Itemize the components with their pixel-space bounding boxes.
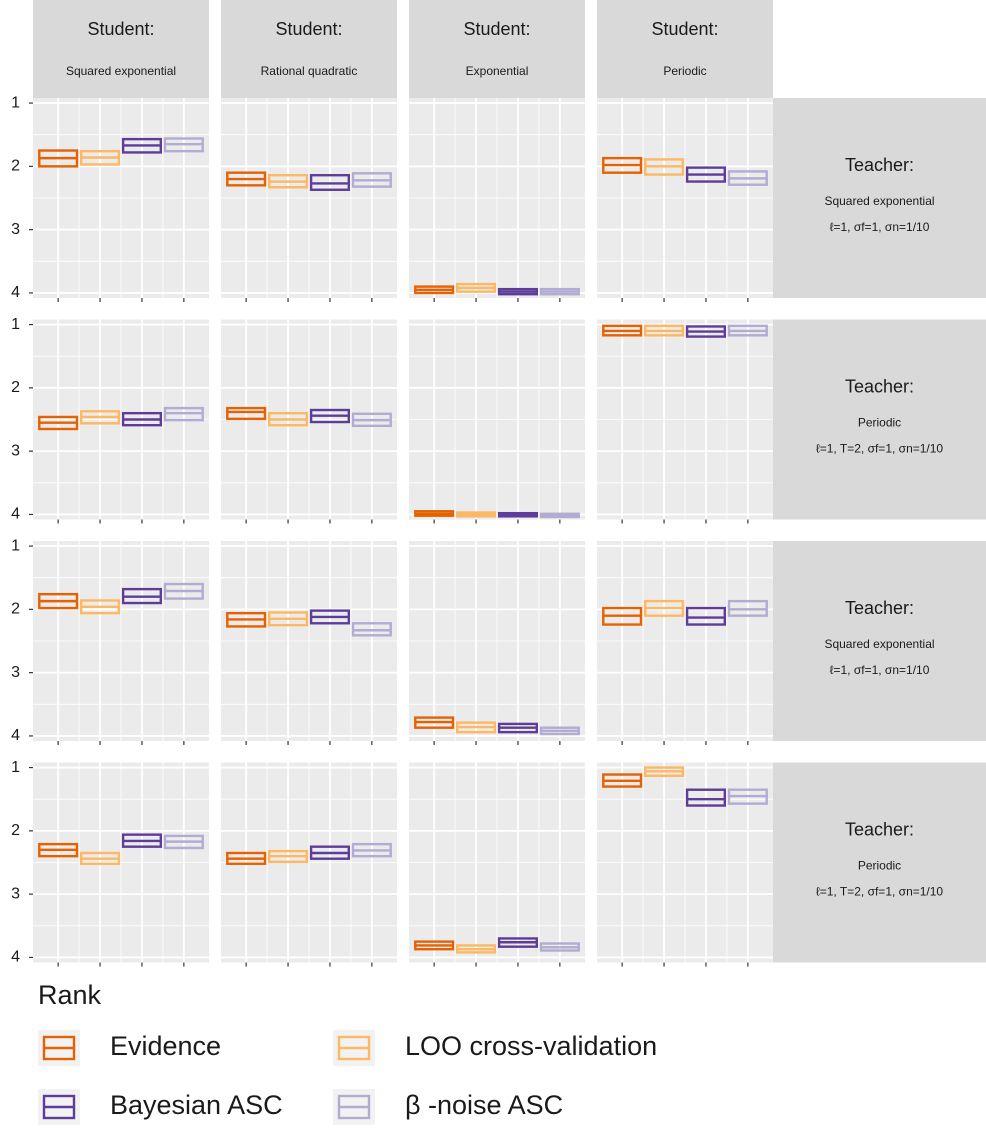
row-strip <box>773 541 986 741</box>
column-strip-title: Student: <box>651 19 718 39</box>
legend-label: Evidence <box>110 1031 221 1061</box>
y-tick-label: 3 <box>11 442 20 459</box>
crossbar-box <box>226 406 267 421</box>
row-strip <box>773 319 986 520</box>
row-strip-params: ℓ=1, T=2, σf=1, σn=1/10 <box>816 442 944 456</box>
legend-label: Bayesian ASC <box>110 1090 283 1120</box>
y-tick-label: 4 <box>11 284 20 301</box>
row-strip <box>773 762 986 963</box>
column-strip <box>221 0 397 98</box>
row-strip-subtitle: Periodic <box>858 416 901 430</box>
column-strip <box>409 0 585 98</box>
column-strip <box>597 0 773 98</box>
row-strip-subtitle: Squared exponential <box>824 637 934 651</box>
y-tick-label: 2 <box>11 822 20 839</box>
row-strip <box>773 98 986 298</box>
legend-label: β -noise ASC <box>405 1090 563 1120</box>
y-tick-label: 3 <box>11 664 20 681</box>
column-strip-title: Student: <box>87 19 154 39</box>
row-strip-title: Teacher: <box>845 598 914 618</box>
y-tick-label: 4 <box>11 727 20 744</box>
y-tick-label: 1 <box>11 759 20 776</box>
y-tick-label: 3 <box>11 885 20 902</box>
y-tick-label: 1 <box>11 316 20 333</box>
y-tick-label: 2 <box>11 158 20 175</box>
column-strip-subtitle: Squared exponential <box>66 64 176 78</box>
y-tick-label: 1 <box>11 537 20 554</box>
row-strip-title: Teacher: <box>845 155 914 175</box>
crossbar-box <box>685 606 727 626</box>
y-tick-label: 2 <box>11 379 20 396</box>
row-strip-params: ℓ=1, T=2, σf=1, σn=1/10 <box>816 885 944 899</box>
column-strip-subtitle: Periodic <box>663 64 706 78</box>
y-tick-label: 3 <box>11 221 20 238</box>
row-strip-subtitle: Periodic <box>858 859 901 873</box>
y-tick-label: 2 <box>11 601 20 618</box>
legend-label: LOO cross-validation <box>405 1031 657 1061</box>
row-strip-params: ℓ=1, σf=1, σn=1/10 <box>830 220 930 234</box>
row-strip-title: Teacher: <box>845 376 914 396</box>
column-strip-subtitle: Exponential <box>466 64 529 78</box>
legend-title: Rank <box>38 980 102 1010</box>
column-strip-title: Student: <box>275 19 342 39</box>
row-strip-params: ℓ=1, σf=1, σn=1/10 <box>830 663 930 677</box>
column-strip-title: Student: <box>463 19 530 39</box>
row-strip-title: Teacher: <box>845 819 914 839</box>
column-strip-subtitle: Rational quadratic <box>261 64 358 78</box>
row-strip-subtitle: Squared exponential <box>824 194 934 208</box>
y-tick-label: 4 <box>11 949 20 966</box>
y-tick-label: 1 <box>11 94 20 111</box>
y-tick-label: 4 <box>11 506 20 523</box>
crossbar-box <box>685 788 727 807</box>
column-strip <box>33 0 209 98</box>
